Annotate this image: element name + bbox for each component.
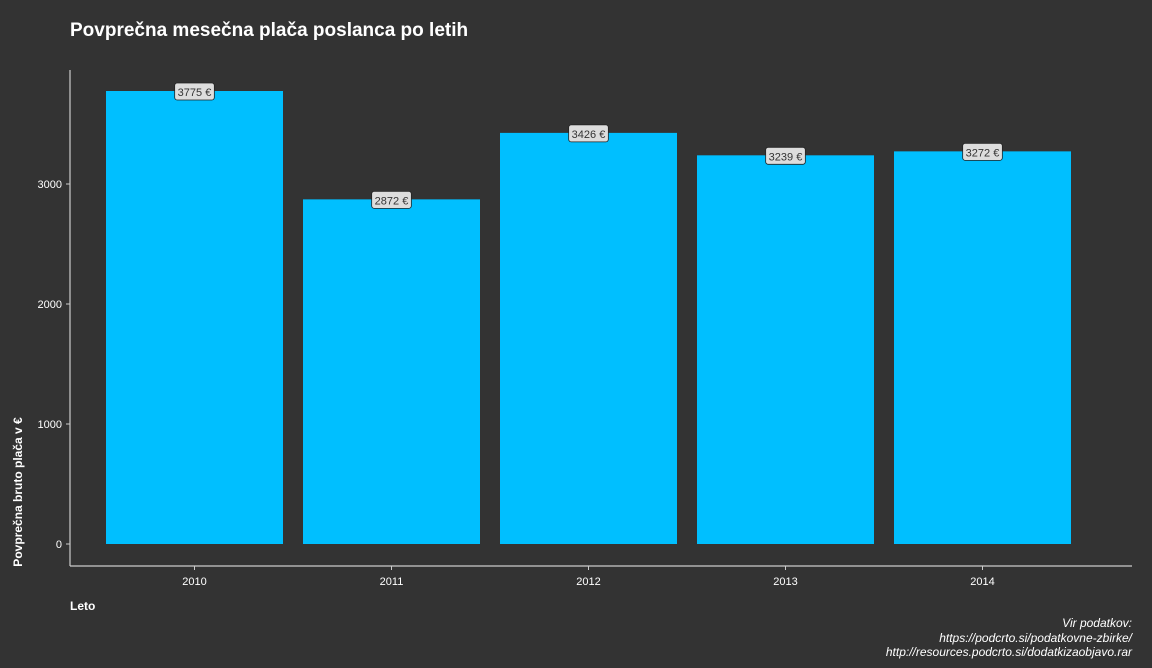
data-label-2013: 3239 € [765,146,806,165]
y-tick-label-3000: 3000 [38,179,62,191]
y-tick-label-1000: 1000 [38,419,62,431]
data-label-text: 3426 € [572,129,606,141]
data-label-text: 3272 € [966,147,1000,159]
caption-line-2: https://podcrto.si/podatkovne-zbirke/ [939,631,1133,645]
data-label-box [568,124,609,143]
data-label-2010: 3775 € [174,82,215,101]
x-axis-title: Leto [70,599,95,613]
bars-group [106,91,1071,545]
data-label-box [371,190,412,209]
caption-line-1: Vir podatkov: [1062,616,1132,630]
data-label-box [765,146,806,165]
x-tick-label-2014: 2014 [970,576,994,588]
data-label-text: 3775 € [178,87,212,99]
data-label-text: 2872 € [375,195,409,207]
x-tick-label-2012: 2012 [576,576,600,588]
y-ticks-group: 0 1000 2000 3000 [38,179,70,551]
y-tick-label-2000: 2000 [38,299,62,311]
data-label-2011: 2872 € [371,190,412,209]
bar-2011 [303,199,480,545]
x-tick-label-2010: 2010 [182,576,206,588]
x-tick-label-2013: 2013 [773,576,797,588]
x-tick-label-2011: 2011 [380,576,404,588]
x-ticks-group: 2010 2011 2012 2013 2014 [182,566,995,588]
data-label-box [174,82,215,101]
caption-line-3: http://resources.podcrto.si/dodatkizaobj… [886,645,1133,659]
bar-2010 [106,91,283,544]
data-label-2014: 3272 € [962,142,1003,161]
data-label-2012: 3426 € [568,124,609,143]
bar-2013 [697,155,874,544]
bar-2012 [500,132,677,544]
y-axis-title: Povprečna bruto plača v € [11,417,25,567]
y-tick-label-0: 0 [56,539,62,551]
bar-2014 [894,151,1071,545]
data-label-text: 3239 € [769,151,803,163]
data-label-box [962,142,1003,161]
chart-title: Povprečna mesečna plača poslanca po leti… [70,20,468,41]
data-labels-group: 3775 € 2872 € 3426 € 3239 € 3272 € [174,82,1003,209]
